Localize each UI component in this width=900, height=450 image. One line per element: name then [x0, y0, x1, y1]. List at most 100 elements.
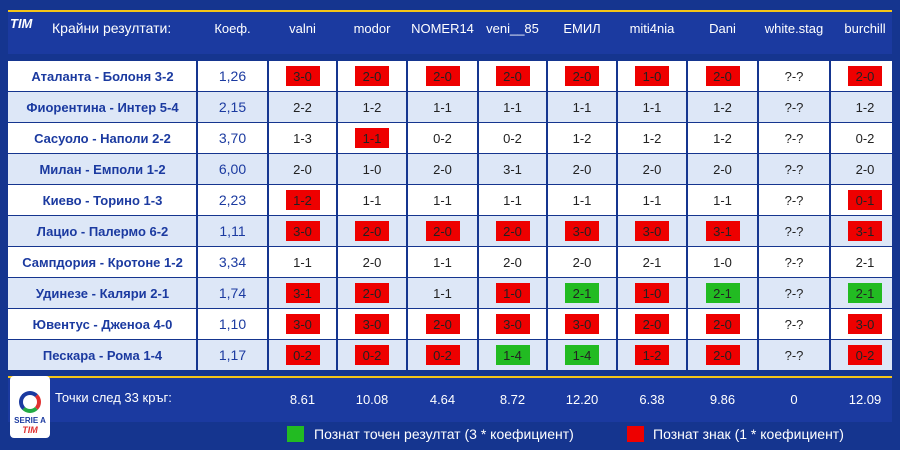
prediction-value: 2-1	[642, 254, 662, 270]
prediction-cell: 1-1	[407, 92, 478, 122]
prediction-cell: 1-1	[407, 185, 478, 215]
prediction-value: 1-1	[433, 254, 452, 270]
column-separator	[336, 61, 338, 371]
prediction-value: 1-1	[642, 192, 662, 208]
serie-a-shield-icon	[19, 391, 41, 413]
prediction-cell: 1-2	[617, 340, 687, 370]
prediction-value: ?-?	[784, 68, 804, 84]
header-title: Крайни резултати:	[52, 20, 172, 36]
prediction-cell: 1-2	[547, 123, 617, 153]
exact-result-badge: 2-1	[565, 283, 599, 303]
prediction-cell: 2-0	[407, 216, 478, 246]
correct-sign-badge: 3-0	[355, 314, 389, 334]
match-name: Пескара - Рома 1-4	[42, 347, 163, 363]
player-points: 0	[790, 391, 798, 407]
prediction-value: 1-1	[642, 99, 662, 115]
correct-sign-badge: 3-1	[848, 221, 882, 241]
prediction-cell: 2-0	[337, 61, 407, 91]
prediction-value: ?-?	[784, 161, 804, 177]
exact-result-badge: 1-4	[495, 345, 530, 365]
legend-exact-label: Познат точен резултат (3 * коефициент)	[314, 426, 574, 442]
prediction-cell: 2-0	[830, 61, 900, 91]
prediction-value: 1-2	[713, 130, 732, 146]
prediction-cell: 0-2	[337, 340, 407, 370]
prediction-cell: 1-0	[478, 278, 547, 308]
prediction-cell: 1-3	[268, 123, 337, 153]
prediction-cell: 2-1	[547, 278, 617, 308]
column-separator	[757, 61, 759, 371]
prediction-cell: 1-1	[617, 92, 687, 122]
serie-a-logo-sub: TIM	[22, 425, 38, 435]
prediction-cell: 3-1	[687, 216, 758, 246]
prediction-cell: 1-4	[478, 340, 547, 370]
match-name: Удинезе - Каляри 2-1	[35, 285, 170, 301]
correct-sign-badge: 1-0	[635, 66, 669, 86]
correct-sign-badge: 1-0	[635, 283, 669, 303]
match-coefficient: 2,15	[218, 99, 247, 115]
prediction-cell: 2-0	[268, 154, 337, 184]
prediction-value: 2-0	[503, 254, 522, 270]
table-row	[8, 123, 892, 153]
prediction-value: 1-1	[362, 192, 382, 208]
correct-sign-badge: 2-0	[635, 314, 669, 334]
prediction-value: 2-0	[713, 161, 732, 177]
prediction-value: 1-1	[293, 254, 312, 270]
prediction-cell: 1-1	[407, 247, 478, 277]
header-player: modor	[353, 20, 391, 36]
correct-sign-badge: 2-0	[355, 283, 389, 303]
prediction-value: 0-2	[503, 130, 522, 146]
header-player: burchill	[844, 20, 886, 36]
prediction-cell: 1-0	[617, 61, 687, 91]
prediction-value: 2-0	[855, 161, 875, 177]
player-points: 9.86	[709, 391, 736, 407]
prediction-value: ?-?	[784, 316, 804, 332]
prediction-cell: 2-0	[547, 247, 617, 277]
prediction-value: 2-1	[855, 254, 875, 270]
prediction-value: 2-0	[362, 254, 382, 270]
prediction-cell: 2-1	[617, 247, 687, 277]
correct-sign-badge: 1-1	[355, 128, 389, 148]
prediction-cell: 2-0	[687, 340, 758, 370]
match-name: Киево - Торино 1-3	[42, 192, 163, 208]
prediction-cell: 3-1	[268, 278, 337, 308]
prediction-cell: 0-2	[268, 340, 337, 370]
prediction-value: ?-?	[784, 254, 804, 270]
prediction-cell: 2-0	[617, 309, 687, 339]
prediction-cell: 3-0	[547, 216, 617, 246]
prediction-value: 2-0	[642, 161, 662, 177]
prediction-value: 0-2	[855, 130, 875, 146]
tim-logo: TIM	[10, 16, 33, 31]
correct-sign-badge: 2-0	[705, 345, 740, 365]
column-separator	[829, 61, 831, 371]
prediction-cell: ?-?	[758, 61, 830, 91]
match-name: Фиорентина - Интер 5-4	[26, 99, 179, 115]
prediction-cell: 2-0	[687, 61, 758, 91]
prediction-cell: ?-?	[758, 123, 830, 153]
header-player: ЕМИЛ	[563, 20, 601, 36]
prediction-cell: ?-?	[758, 309, 830, 339]
prediction-cell: 0-2	[407, 340, 478, 370]
prediction-cell: 1-2	[687, 123, 758, 153]
prediction-value: 2-0	[433, 161, 452, 177]
header-band	[8, 10, 892, 54]
correct-sign-badge: 2-0	[425, 221, 460, 241]
prediction-cell: ?-?	[758, 247, 830, 277]
correct-sign-badge: 1-2	[285, 190, 320, 210]
prediction-cell: 0-2	[407, 123, 478, 153]
prediction-cell: 2-0	[478, 61, 547, 91]
prediction-value: 1-2	[362, 99, 382, 115]
prediction-cell: 2-1	[830, 278, 900, 308]
prediction-value: ?-?	[784, 130, 804, 146]
prediction-cell: 1-1	[478, 185, 547, 215]
player-points: 12.09	[848, 391, 882, 407]
player-points: 8.72	[499, 391, 526, 407]
legend-exact-swatch	[287, 426, 304, 442]
correct-sign-badge: 1-0	[495, 283, 530, 303]
prediction-value: 1-3	[293, 130, 312, 146]
prediction-cell: 1-1	[268, 247, 337, 277]
prediction-cell: 1-1	[337, 123, 407, 153]
correct-sign-badge: 3-0	[495, 314, 530, 334]
correct-sign-badge: 3-1	[705, 221, 740, 241]
column-separator	[267, 61, 269, 371]
